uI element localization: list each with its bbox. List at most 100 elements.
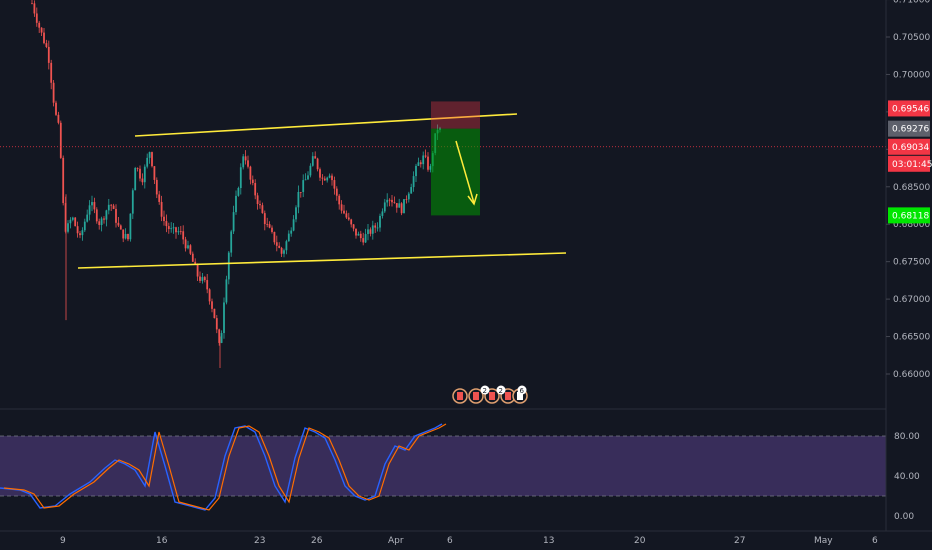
candle-body[interactable] <box>100 218 103 225</box>
candle-body[interactable] <box>285 241 288 251</box>
candle-body[interactable] <box>427 156 429 170</box>
candle-body[interactable] <box>333 180 336 189</box>
candle-body[interactable] <box>155 179 158 195</box>
candle-body[interactable] <box>141 178 144 183</box>
candle-body[interactable] <box>359 233 362 239</box>
candle-body[interactable] <box>266 224 269 225</box>
candle-body[interactable] <box>52 82 55 103</box>
candle-body[interactable] <box>179 231 182 233</box>
candle-body[interactable] <box>167 226 170 230</box>
candle-body[interactable] <box>323 178 326 181</box>
candle-body[interactable] <box>386 199 389 203</box>
candle-body[interactable] <box>287 233 290 242</box>
candle-body[interactable] <box>160 201 163 217</box>
candle-body[interactable] <box>107 204 110 211</box>
candle-body[interactable] <box>105 210 108 220</box>
candle-body[interactable] <box>227 252 230 280</box>
candle-body[interactable] <box>38 22 41 28</box>
candle-body[interactable] <box>230 231 233 253</box>
oscillator-pane[interactable] <box>0 423 886 511</box>
candle-body[interactable] <box>199 276 201 281</box>
candle-body[interactable] <box>74 217 77 227</box>
candle-body[interactable] <box>410 187 413 194</box>
candle-body[interactable] <box>131 190 134 214</box>
candle-body[interactable] <box>79 233 81 236</box>
candle-body[interactable] <box>343 210 345 214</box>
candle-body[interactable] <box>261 205 264 214</box>
candle-body[interactable] <box>170 228 173 230</box>
candle-body[interactable] <box>189 245 192 254</box>
candle-body[interactable] <box>271 227 273 232</box>
candle-body[interactable] <box>403 199 405 214</box>
price-tag-target[interactable]: 0.68118 <box>888 207 930 224</box>
candle-body[interactable] <box>381 211 384 216</box>
candle-body[interactable] <box>124 233 127 239</box>
candle-body[interactable] <box>153 166 156 180</box>
candle-body[interactable] <box>412 176 415 188</box>
candle-body[interactable] <box>67 223 69 232</box>
candle-body[interactable] <box>143 166 146 183</box>
candle-body[interactable] <box>244 156 247 161</box>
price-tag-last[interactable]: 0.69034 <box>888 138 930 155</box>
candle-body[interactable] <box>115 208 117 223</box>
candle-body[interactable] <box>369 229 372 234</box>
candle-body[interactable] <box>215 318 218 330</box>
candle-body[interactable] <box>429 166 432 170</box>
candle-body[interactable] <box>395 203 398 208</box>
candle-body[interactable] <box>290 230 293 234</box>
candle-body[interactable] <box>304 179 307 181</box>
candle-body[interactable] <box>398 203 401 208</box>
candle-body[interactable] <box>163 216 165 222</box>
price-pane[interactable]: 2 2 6 <box>0 0 886 410</box>
candle-body[interactable] <box>151 152 153 167</box>
candle-body[interactable] <box>383 202 386 212</box>
candle-body[interactable] <box>196 264 199 277</box>
upper-channel-line[interactable] <box>134 113 518 137</box>
price-axis[interactable]: 0.710000.705000.700000.695000.690000.685… <box>885 0 932 531</box>
candle-body[interactable] <box>307 175 309 180</box>
candle-body[interactable] <box>242 156 245 168</box>
candle-body[interactable] <box>340 204 343 211</box>
candle-body[interactable] <box>50 62 53 83</box>
candle-body[interactable] <box>362 238 365 243</box>
candle-body[interactable] <box>211 301 213 309</box>
candle-body[interactable] <box>417 162 420 166</box>
candle-body[interactable] <box>239 167 242 189</box>
candle-body[interactable] <box>278 245 281 248</box>
candle-body[interactable] <box>117 222 120 226</box>
candle-body[interactable] <box>338 195 341 205</box>
candle-body[interactable] <box>177 231 180 233</box>
candle-body[interactable] <box>218 329 221 343</box>
candle-body[interactable] <box>302 180 305 193</box>
candle-body[interactable] <box>81 230 84 236</box>
candle-body[interactable] <box>232 212 235 232</box>
event-badges[interactable]: 2 2 6 <box>452 385 528 404</box>
candle-body[interactable] <box>95 209 98 222</box>
candle-body[interactable] <box>158 194 161 202</box>
candle-body[interactable] <box>165 221 168 227</box>
candle-body[interactable] <box>201 277 204 281</box>
candle-body[interactable] <box>400 203 403 214</box>
candle-body[interactable] <box>292 219 295 231</box>
candle-body[interactable] <box>134 168 137 191</box>
candle-body[interactable] <box>206 280 209 290</box>
candle-body[interactable] <box>139 168 141 179</box>
candle-body[interactable] <box>127 233 129 240</box>
candle-body[interactable] <box>355 228 357 236</box>
candle-body[interactable] <box>299 191 302 193</box>
stoch-d-line[interactable] <box>3 423 447 511</box>
stop-loss-zone[interactable] <box>431 101 480 129</box>
candle-body[interactable] <box>249 166 252 180</box>
candle-body[interactable] <box>57 114 60 123</box>
candle-body[interactable] <box>273 231 276 243</box>
price-tag-entry[interactable]: 0.69276 <box>888 120 930 137</box>
candle-body[interactable] <box>319 169 321 178</box>
projection-arrow[interactable] <box>455 140 475 204</box>
candle-body[interactable] <box>55 102 57 115</box>
candle-body[interactable] <box>122 229 125 239</box>
drawings-layer[interactable] <box>77 101 567 269</box>
candle-body[interactable] <box>184 239 187 249</box>
candle-body[interactable] <box>254 183 257 196</box>
candle-body[interactable] <box>146 157 149 167</box>
candle-body[interactable] <box>297 191 300 208</box>
